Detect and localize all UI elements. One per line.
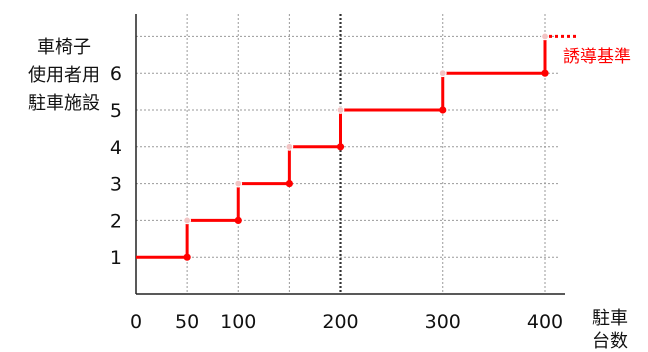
grid [136,14,559,294]
step-end-marker [541,69,549,77]
x-tick-label: 400 [527,311,563,333]
step-end-marker [183,253,191,261]
xlabel-line-2: 台数 [592,331,628,352]
step-end-marker [285,180,293,188]
xlabel-line-1: 駐車 [592,308,628,329]
y-tick-label: 2 [110,210,122,232]
x-tick-label: 300 [425,311,461,333]
x-axis-title: 駐車 台数 [592,308,628,352]
annotation-label: 誘導基準 [563,47,631,67]
tick-labels: 1 2 3 4 5 6 0 50 100 200 300 400 [110,63,563,333]
step-start-marker [285,142,294,151]
y-tick-label: 5 [110,100,122,122]
axes [135,14,565,295]
ylabel-line-1: 車椅子 [37,37,91,58]
x-tick-label: 0 [130,311,142,333]
step-end-marker [439,106,447,114]
y-tick-label: 3 [110,174,122,196]
step-start-marker [541,32,549,41]
step-start-marker [234,179,243,188]
step-end-marker [234,216,242,224]
x-tick-label: 200 [322,311,358,333]
step-start-marker [183,216,192,225]
y-tick-label: 4 [110,137,122,159]
y-tick-label: 1 [110,247,122,269]
y-tick-label: 6 [110,63,122,85]
x-tick-label: 100 [220,311,256,333]
x-tick-label: 50 [175,311,199,333]
ylabel-line-3: 駐車施設 [28,93,100,114]
step-start-marker [438,69,447,78]
markers [183,32,579,261]
y-axis-title: 車椅子 使用者用 駐車施設 [28,37,100,114]
step-end-marker [336,143,345,151]
ylabel-line-2: 使用者用 [28,65,100,86]
step-start-marker [336,106,345,114]
